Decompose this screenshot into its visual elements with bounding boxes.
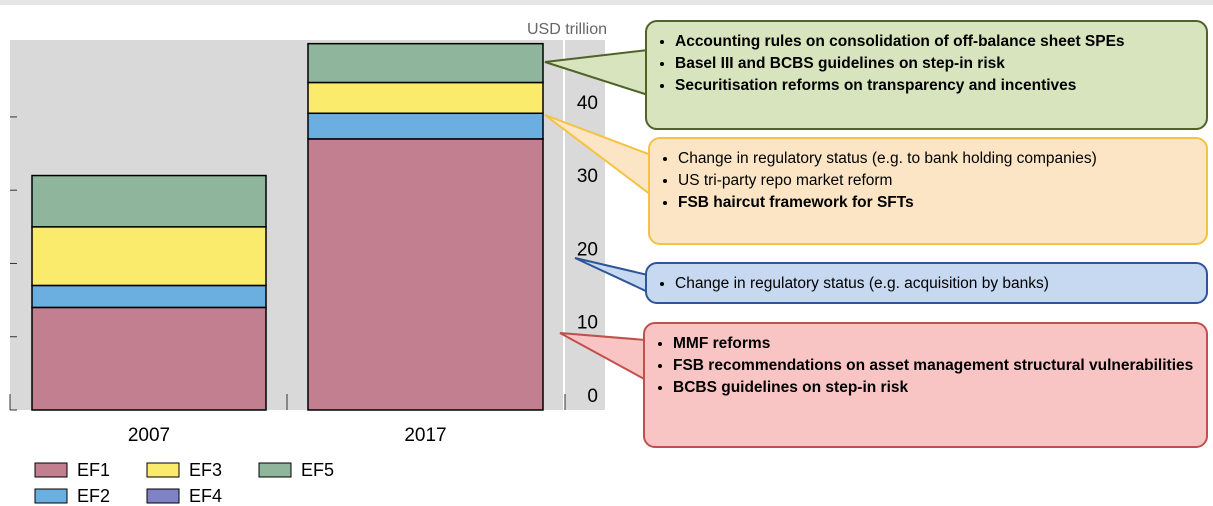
bar-segment [307,42,544,84]
top-bar [0,0,1213,5]
callout-item: FSB recommendations on asset management … [673,356,1194,376]
callout-item: Change in regulatory status (e.g. to ban… [678,149,1194,169]
callout-list: Change in regulatory status (e.g. to ban… [660,149,1194,213]
y-tick-label: 10 [577,313,598,334]
y-tick-label: 0 [587,386,598,407]
callout: Change in regulatory status (e.g. to ban… [648,137,1208,245]
legend-swatch [34,488,68,504]
x-tick-label: 2017 [404,425,446,446]
callout-item: MMF reforms [673,334,1194,354]
legend-swatch [146,488,180,504]
callout-item: FSB haircut framework for SFTs [678,193,1194,213]
legend-label: EF1 [77,460,110,480]
legend-label: EF3 [189,460,222,480]
callout-item: Change in regulatory status (e.g. acquis… [675,274,1194,294]
x-tick-label: 2007 [128,425,170,446]
callout-item: Accounting rules on consolidation of off… [675,32,1194,52]
callout-item: Securitisation reforms on transparency a… [675,76,1194,96]
bar-segment [31,306,267,411]
legend-swatch [258,462,292,478]
bar-segment [307,112,544,140]
callout-item: BCBS guidelines on step-in risk [673,378,1194,398]
bar-segment [307,138,544,411]
callout-list: MMF reformsFSB recommendations on asset … [655,334,1194,398]
bar-segment [307,81,544,115]
callout: Change in regulatory status (e.g. acquis… [645,262,1208,304]
y-tick-label: 20 [577,239,598,260]
callout-list: Accounting rules on consolidation of off… [657,32,1194,96]
callout: MMF reformsFSB recommendations on asset … [643,322,1208,448]
legend-label: EF5 [301,460,334,480]
callout-list: Change in regulatory status (e.g. acquis… [657,274,1194,294]
legend-label: EF4 [189,486,222,506]
callout-item: Basel III and BCBS guidelines on step-in… [675,54,1194,74]
bar-segment [31,174,267,228]
callout: Accounting rules on consolidation of off… [645,20,1208,130]
bar-segment [31,226,267,287]
axis-label: USD trillion [527,21,607,38]
legend-swatch [146,462,180,478]
y-tick-label: 40 [577,93,598,114]
legend-label: EF2 [77,486,110,506]
y-tick-label: 30 [577,166,598,187]
bar-segment [31,284,267,309]
callout-item: US tri-party repo market reform [678,171,1194,191]
legend-swatch [34,462,68,478]
